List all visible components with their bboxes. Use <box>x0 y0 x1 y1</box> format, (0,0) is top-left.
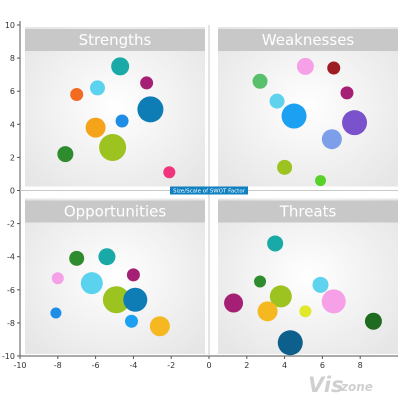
watermark-logo-vis: Vis <box>308 373 344 397</box>
y-tick-label: 8 <box>10 54 15 63</box>
y-tick-label: 10 <box>5 21 15 30</box>
bubble-threats <box>254 275 267 288</box>
x-tick-label: 2 <box>244 361 249 370</box>
bubble-threats <box>299 305 312 318</box>
bubble-weaknesses <box>315 175 327 187</box>
bubble-threats <box>269 285 292 308</box>
bubble-opportunities <box>98 248 116 266</box>
y-tick-label: 0 <box>10 187 15 196</box>
bubble-weaknesses <box>340 86 354 100</box>
bubble-threats <box>312 276 329 293</box>
y-tick-label: -2 <box>7 220 15 229</box>
bubble-opportunities <box>69 250 85 266</box>
bubble-weaknesses <box>321 129 342 150</box>
bubble-strengths <box>137 96 164 123</box>
bubble-strengths <box>163 166 176 179</box>
y-tick-label: 6 <box>10 87 15 96</box>
x-tick-label: 8 <box>358 361 363 370</box>
y-tick-label: -10 <box>2 352 15 361</box>
bubble-weaknesses <box>277 159 293 175</box>
quadrant-title-bar-weaknesses <box>218 29 398 51</box>
bubble-weaknesses <box>281 103 307 129</box>
bubble-weaknesses <box>269 93 285 109</box>
x-tick-label: -10 <box>13 361 26 370</box>
bubble-strengths <box>89 80 105 96</box>
quadrant-title-strengths: Strengths <box>79 31 152 49</box>
x-tick-label: 0 <box>206 361 211 370</box>
bubble-opportunities <box>149 316 170 337</box>
bubble-opportunities <box>123 287 148 312</box>
bubble-opportunities <box>126 268 140 282</box>
bubble-threats <box>321 289 346 314</box>
quadrant-title-opportunities: Opportunities <box>64 203 167 221</box>
bubble-strengths <box>140 76 154 90</box>
bubble-threats <box>257 301 278 322</box>
bubble-strengths <box>99 133 127 161</box>
bubble-opportunities <box>50 307 62 319</box>
bubble-opportunities <box>80 272 103 295</box>
x-tick-label: -4 <box>129 361 137 370</box>
x-tick-label: -8 <box>54 361 62 370</box>
bubble-opportunities <box>125 314 139 328</box>
bubble-weaknesses <box>342 110 368 136</box>
bubble-strengths <box>57 146 74 163</box>
bubble-weaknesses <box>296 57 314 75</box>
bubble-strengths <box>111 57 130 76</box>
bubble-opportunities <box>51 272 64 285</box>
x-tick-label: 4 <box>282 361 287 370</box>
bubble-opportunities <box>102 286 130 314</box>
y-tick-label: -4 <box>7 253 15 262</box>
bubble-strengths <box>115 114 129 128</box>
y-tick-label: -6 <box>7 286 15 295</box>
center-label-box <box>170 186 248 195</box>
bubble-threats <box>267 235 284 252</box>
bubble-threats <box>224 293 244 313</box>
quadrant-title-bar-threats <box>218 200 398 223</box>
center-label: Size/Scale of SWOT Factor <box>173 189 246 195</box>
bubble-threats <box>277 330 303 356</box>
quadrant-title-bar-opportunities <box>25 200 205 223</box>
quadrant-panel-threats <box>218 198 398 354</box>
x-tick-label: -6 <box>92 361 100 370</box>
watermark-logo-zone: zone <box>340 380 373 394</box>
bubble-weaknesses <box>327 61 341 75</box>
quadrant-panel-weaknesses <box>218 27 398 187</box>
quadrant-title-threats: Threats <box>279 203 337 221</box>
bubble-threats <box>364 312 382 330</box>
bubble-weaknesses <box>252 73 268 89</box>
y-tick-label: 4 <box>10 120 15 129</box>
bubble-strengths <box>85 117 106 138</box>
bubble-strengths <box>70 88 84 102</box>
x-tick-label: 6 <box>320 361 325 370</box>
y-tick-label: -8 <box>7 319 15 328</box>
y-tick-label: 2 <box>10 153 15 162</box>
quadrant-title-bar-strengths <box>25 29 205 51</box>
quadrant-title-weaknesses: Weaknesses <box>262 31 355 49</box>
x-tick-label: -2 <box>167 361 175 370</box>
